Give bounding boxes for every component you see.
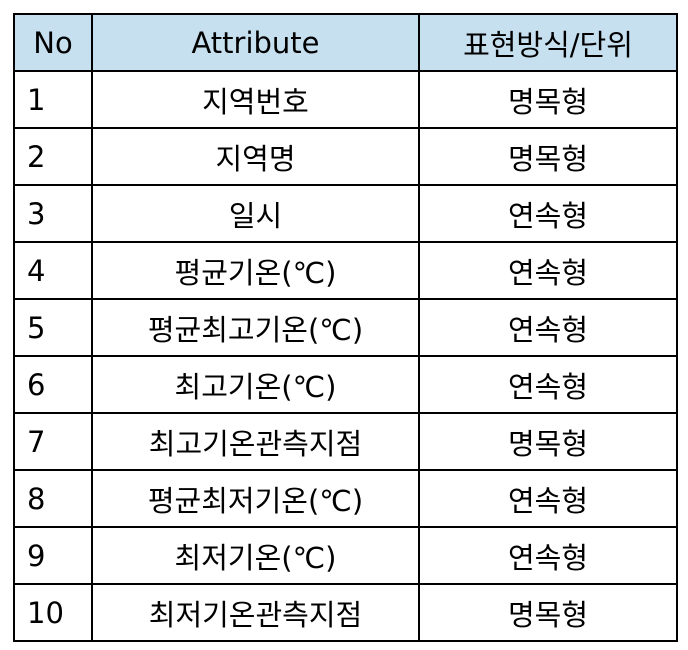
row-no: 7 — [13, 412, 93, 471]
row-type: 명목형 — [418, 70, 678, 129]
header-attribute: Attribute — [91, 13, 420, 72]
header-no: No — [13, 13, 93, 72]
row-type: 연속형 — [418, 526, 678, 585]
attribute-table: No Attribute 표현방식/단위 1 지역번호 명목형 2 지역명 명목… — [13, 13, 678, 642]
row-type: 명목형 — [418, 127, 678, 186]
header-type: 표현방식/단위 — [418, 13, 678, 72]
row-attribute: 평균기온(℃) — [91, 241, 420, 300]
row-no: 8 — [13, 469, 93, 528]
row-type: 연속형 — [418, 469, 678, 528]
row-attribute: 최저기온(℃) — [91, 526, 420, 585]
row-attribute: 평균최고기온(℃) — [91, 298, 420, 357]
row-no: 2 — [13, 127, 93, 186]
row-type: 연속형 — [418, 355, 678, 414]
row-type: 명목형 — [418, 412, 678, 471]
row-attribute: 최저기온관측지점 — [91, 583, 420, 642]
table-row: 9 최저기온(℃) 연속형 — [13, 526, 678, 585]
row-type: 연속형 — [418, 298, 678, 357]
row-no: 4 — [13, 241, 93, 300]
table-row: 6 최고기온(℃) 연속형 — [13, 355, 678, 414]
row-no: 6 — [13, 355, 93, 414]
table-row: 3 일시 연속형 — [13, 184, 678, 243]
table-row: 7 최고기온관측지점 명목형 — [13, 412, 678, 471]
table-row: 5 평균최고기온(℃) 연속형 — [13, 298, 678, 357]
row-no: 3 — [13, 184, 93, 243]
row-type: 연속형 — [418, 241, 678, 300]
row-attribute: 평균최저기온(℃) — [91, 469, 420, 528]
table-row: 10 최저기온관측지점 명목형 — [13, 583, 678, 642]
row-no: 9 — [13, 526, 93, 585]
row-attribute: 지역명 — [91, 127, 420, 186]
row-attribute: 지역번호 — [91, 70, 420, 129]
row-attribute: 일시 — [91, 184, 420, 243]
row-attribute: 최고기온(℃) — [91, 355, 420, 414]
row-no: 5 — [13, 298, 93, 357]
header-row: No Attribute 표현방식/단위 — [13, 13, 678, 72]
row-attribute: 최고기온관측지점 — [91, 412, 420, 471]
row-type: 연속형 — [418, 184, 678, 243]
table-row: 4 평균기온(℃) 연속형 — [13, 241, 678, 300]
row-no: 10 — [13, 583, 93, 642]
row-no: 1 — [13, 70, 93, 129]
row-type: 명목형 — [418, 583, 678, 642]
table-row: 8 평균최저기온(℃) 연속형 — [13, 469, 678, 528]
table-row: 1 지역번호 명목형 — [13, 70, 678, 129]
table-row: 2 지역명 명목형 — [13, 127, 678, 186]
